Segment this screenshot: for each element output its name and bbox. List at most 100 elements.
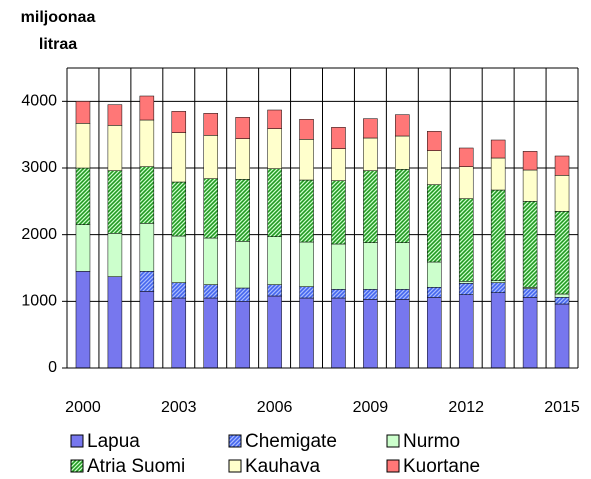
- bar-segment: [458, 147, 474, 167]
- bar-segment: [490, 139, 506, 159]
- bar-segment: [331, 297, 346, 369]
- bar-segment: [331, 289, 346, 299]
- bar-segment: [522, 201, 538, 288]
- bar-segment: [299, 119, 314, 140]
- bar-segment: [235, 117, 250, 139]
- bar-segment: [107, 233, 123, 277]
- bar-segment: [395, 114, 410, 137]
- bar-segment: [235, 138, 250, 180]
- bar-segment: [395, 299, 410, 369]
- bar-segment: [203, 178, 218, 239]
- bar-segment: [299, 297, 314, 369]
- legend-swatch: [386, 459, 400, 473]
- bar-segment: [171, 132, 187, 183]
- x-tick-label: 2000: [65, 399, 101, 416]
- bar-segment: [363, 118, 378, 139]
- legend-label: Atria Suomi: [87, 456, 185, 477]
- y-tick-label: 2000: [21, 226, 57, 243]
- bar-segment: [427, 184, 442, 263]
- bar-segment: [171, 181, 187, 237]
- bar-segment: [395, 289, 410, 300]
- legend-label: Nurmo: [403, 431, 460, 452]
- bar-segment: [331, 127, 346, 149]
- legend-label: Kauhava: [245, 456, 320, 477]
- bar-segment: [395, 169, 410, 243]
- x-tick-label: 2006: [257, 399, 293, 416]
- bar-segment: [75, 167, 91, 225]
- y-axis-label: miljoonaa: [21, 9, 96, 26]
- bar-segment: [395, 242, 410, 290]
- bar-segment: [267, 236, 282, 285]
- bar-segment: [554, 155, 570, 176]
- bar-segment: [139, 95, 155, 121]
- bar-segment: [203, 284, 218, 299]
- bar-segment: [522, 297, 538, 369]
- bar-segment: [522, 288, 538, 298]
- bar-segment: [331, 148, 346, 181]
- bar-segment: [427, 150, 442, 185]
- bar-segment: [331, 243, 346, 290]
- y-tick-label: 1000: [21, 293, 57, 310]
- bar-segment: [458, 283, 474, 295]
- bar-segment: [554, 297, 570, 305]
- x-tick-label: 2012: [448, 399, 484, 416]
- bar-segment: [458, 294, 474, 369]
- bar-segment: [139, 223, 155, 272]
- bar-segment: [363, 299, 378, 369]
- bar-segment: [554, 175, 570, 212]
- bar-segment: [235, 241, 250, 289]
- legend-swatch: [386, 434, 400, 448]
- bar-segment: [395, 135, 410, 170]
- bar-segment: [203, 113, 218, 136]
- bar-segment: [554, 293, 570, 298]
- bar-segment: [522, 169, 538, 202]
- bar-segment: [427, 287, 442, 298]
- bar-segment: [139, 119, 155, 167]
- bar-segment: [107, 104, 123, 126]
- bar-segment: [203, 135, 218, 179]
- bar-segment: [75, 224, 91, 272]
- bar-segment: [363, 137, 378, 171]
- bar-segment: [427, 261, 442, 288]
- bar-segment: [75, 101, 91, 124]
- bar-segment: [458, 281, 474, 284]
- y-tick-label: 0: [48, 359, 57, 376]
- bar-segment: [427, 131, 442, 151]
- bar-segment: [299, 139, 314, 181]
- bar-segment: [139, 166, 155, 224]
- bar-segment: [554, 211, 570, 295]
- bar-segment: [490, 292, 506, 369]
- bar-segment: [299, 286, 314, 299]
- bar-segment: [75, 123, 91, 169]
- bar-segment: [458, 198, 474, 282]
- y-tick-label: 4000: [21, 93, 57, 110]
- bar-segment: [171, 282, 187, 299]
- bar-segment: [107, 125, 123, 171]
- bar-segment: [490, 189, 506, 281]
- legend-label: Kuortane: [403, 456, 480, 477]
- bar-segment: [427, 297, 442, 369]
- x-tick-label: 2003: [161, 399, 197, 416]
- bar-segment: [363, 289, 378, 300]
- bar-segment: [267, 295, 282, 369]
- legend-swatch: [70, 459, 84, 473]
- bar-segment: [331, 180, 346, 245]
- bar-segment: [235, 287, 250, 302]
- bar-segment: [203, 297, 218, 369]
- bar-segment: [363, 170, 378, 243]
- bar-segment: [299, 241, 314, 287]
- bar-segment: [139, 291, 155, 369]
- bar-segment: [107, 276, 123, 369]
- bar-segment: [458, 166, 474, 199]
- bar-segment: [235, 179, 250, 242]
- bar-segment: [299, 179, 314, 243]
- bar-segment: [490, 282, 506, 293]
- bar-segment: [139, 271, 155, 292]
- bar-segment: [267, 284, 282, 297]
- legend-label: Lapua: [87, 431, 140, 452]
- bar-segment: [363, 242, 378, 290]
- y-tick-label: 3000: [21, 159, 57, 176]
- legend-swatch: [70, 434, 84, 448]
- x-tick-label: 2009: [353, 399, 389, 416]
